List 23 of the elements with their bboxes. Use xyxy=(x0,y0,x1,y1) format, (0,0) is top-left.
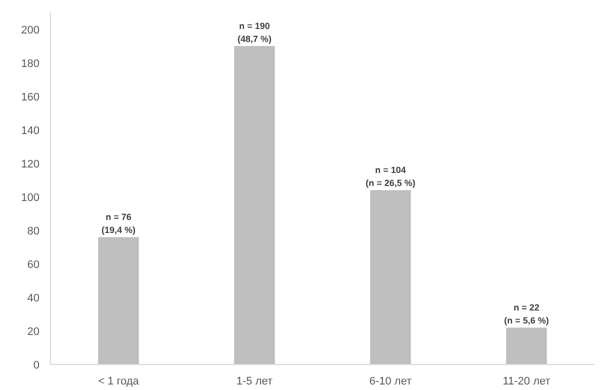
data-label: n = 22 (n = 5,6 %) xyxy=(504,302,549,326)
x-tick-label: 6-10 лет xyxy=(369,376,412,388)
bar xyxy=(234,46,275,364)
x-tick-label: < 1 года xyxy=(98,376,140,388)
bar xyxy=(98,237,139,364)
y-tick-label: 100 xyxy=(21,192,40,204)
bar xyxy=(370,190,411,364)
y-tick-label: 0 xyxy=(33,360,40,372)
y-tick-label: 140 xyxy=(21,124,40,137)
y-tick-label: 120 xyxy=(21,158,40,170)
y-tick-label: 60 xyxy=(27,258,40,271)
data-label: n = 190 (48,7 %) xyxy=(237,21,272,44)
x-tick-label: 1-5 лет xyxy=(236,376,273,388)
y-tick-label: 160 xyxy=(21,91,40,104)
y-tick-label: 20 xyxy=(27,326,40,338)
y-tick-label: 80 xyxy=(27,225,40,238)
data-label: n = 76 (19,4 %) xyxy=(101,212,136,236)
data-label: n = 104 (n = 26,5 %) xyxy=(366,165,416,188)
bar xyxy=(506,328,547,364)
y-tick-label: 180 xyxy=(21,58,40,70)
x-tick-label: 11-20 лет xyxy=(502,376,550,388)
y-tick-label: 40 xyxy=(27,292,40,304)
y-tick-label: 200 xyxy=(21,24,40,36)
